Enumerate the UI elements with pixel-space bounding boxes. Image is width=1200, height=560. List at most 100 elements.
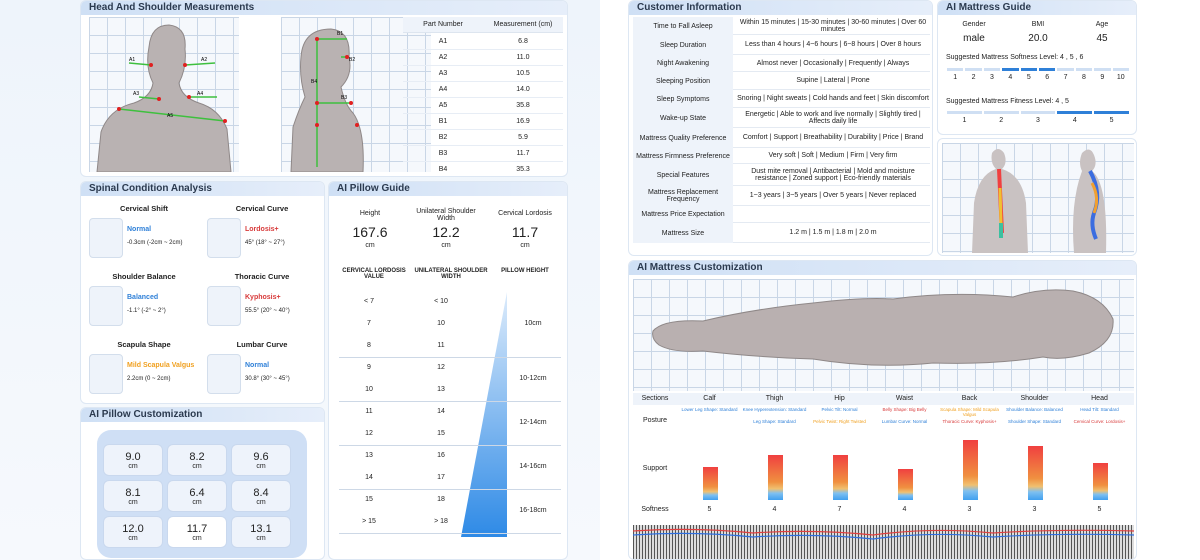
panel-title: Customer Information [629,1,932,15]
height-value: 167.6 [352,224,388,240]
measurement-value: 11.0 [516,54,530,61]
posture-note: Leg Shape: Standard [753,419,796,424]
part-number: A1 [438,38,448,45]
customer-field-options [737,206,929,223]
spine-thumbnail-icon [207,286,241,326]
posture-note: Knee Hyperextension: Standard [742,407,807,412]
th-height: PILLOW HEIGHT [501,268,549,274]
width-label: Unilateral Shoulder Width [416,208,476,222]
pillow-zone: 13.1 cm [231,516,291,548]
pillow-zone-unit: cm [128,535,138,542]
shoulder-width-value: 16 [437,452,445,459]
customer-field-label: Sleeping Position [633,72,733,90]
spinal-item: Lumbar Curve Normal 30.8° (30° ~ 45°) [203,336,321,402]
measurement-value: 10.5 [516,70,530,77]
shoulder-width-value: 11 [437,342,445,349]
softness-value: 5 [1097,506,1102,513]
spinal-item-value: -1.1° (-2° ~ 2°) [127,308,166,314]
scale-segment [1039,68,1056,71]
customer-field-label: Special Features [633,164,733,186]
shoulder-width-value: 17 [437,474,445,481]
spine-scan-grid [942,143,1134,253]
customer-panel: Customer Information Time to Fall Asleep… [628,0,933,256]
spinal-item-title: Scapula Shape [117,340,171,349]
spine-thumbnail-icon [207,354,241,394]
customer-field-options: Very soft | Soft | Medium | Firm | Very … [768,152,898,160]
pillow-group: < 7 < 10 7 10 8 11 10cm [339,292,561,358]
scale-segment [1002,68,1019,71]
customer-field-options: Almost never | Occasionally | Frequently… [756,59,910,67]
pillow-height-value: 16-18cm [519,507,547,514]
scale-segment [1094,68,1111,71]
scale-segment [1057,68,1074,71]
pillow-zone-unit: cm [128,499,138,506]
posture-note: Lower Leg Shape: Standard [681,407,738,412]
scale-segment [1057,111,1093,114]
spinal-item: Cervical Shift Normal -0.3cm (-2cm ~ 2cm) [85,200,203,266]
height-label: Height [359,210,381,217]
panel-title: AI Pillow Guide [329,182,567,196]
section-name: Head [1091,395,1108,402]
col-measurement: Measurement (cm) [493,21,553,28]
section-name: Calf [703,395,716,402]
customer-field-options: Snoring | Night sweats | Cold hands and … [737,95,929,103]
customer-row: Sleeping Position Supine | Lateral | Pron… [633,72,930,90]
age-label: Age [1095,21,1109,28]
lordosis-value: 12 [365,430,373,437]
spinal-item-value: 2.2cm (0 ~ 2cm) [127,376,171,382]
part-number: A2 [438,54,448,61]
section-name: Back [961,395,978,402]
mattress-guide-panel: AI Mattress Guide Gender male BMI 20.0 A… [937,0,1137,135]
scale-segment [983,68,1001,71]
spinal-item-status: Normal [245,362,270,369]
part-number: A3 [438,70,448,77]
customer-field-options: Less than 4 hours | 4~6 hours | 6~8 hour… [745,41,921,49]
pillow-custom-panel: AI Pillow Customization 9.0 cm 8.2 cm 9.6 cm 8… [80,407,325,560]
sections-header-row [633,393,1134,405]
pillow-zone-value: 8.4 [253,487,269,499]
spinal-item: Cervical Curve Lordosis+ 45° (18° ~ 27°) [203,200,321,266]
support-bar [1027,446,1043,500]
spinal-item-title: Cervical Shift [120,204,168,213]
row-label: Softness [641,506,669,513]
spinal-item-title: Lumbar Curve [236,340,288,349]
scale-tick: 1 [962,117,967,124]
scale-tick: 4 [1008,74,1013,81]
posture-note: Shoulder Balance: Balanced [1006,407,1063,412]
scale-tick: 9 [1100,74,1105,81]
svg-text:A1: A1 [129,57,135,63]
head-shoulder-panel: Head And Shoulder Measurements A1 A2 A3 … [80,0,568,177]
customer-row: Mattress Size 1.2 m | 1.5 m | 1.8 m | 2.0… [633,223,930,243]
spine-thumbnail-icon [207,218,241,258]
scale-tick: 8 [1082,74,1086,81]
lordosis-unit: cm [520,242,530,249]
scale-tick: 3 [1036,117,1040,124]
scale-segment [1094,111,1129,114]
pillow-zone-unit: cm [256,535,266,542]
scale-tick: 2 [999,117,1004,124]
shoulder-width-value: 18 [437,496,445,503]
spinal-item-title: Cervical Curve [235,204,289,213]
pillow-group: 13 16 14 17 14-16cm [339,446,561,490]
pillow-zone-value: 12.0 [122,523,144,535]
row-label: Support [642,465,668,472]
height-wedge [461,292,507,537]
part-number: B2 [438,134,448,141]
width-value: 12.2 [432,224,460,240]
scale-segment [965,68,982,71]
section-name: Shoulder [1020,395,1049,402]
pillow-zone: 8.2 cm [167,444,227,476]
lordosis-label: Cervical Lordosis [498,210,552,217]
customer-field-options: Supine | Lateral | Prone [796,77,870,85]
svg-text:A4: A4 [197,91,203,97]
front-body-scan: A1 A2 A3 A4 A5 [96,24,232,173]
pillow-zone: 9.0 cm [103,444,163,476]
scale-segment [947,111,982,114]
pillow-zone-unit: cm [256,463,266,470]
support-bar [962,440,978,500]
svg-text:B2: B2 [349,57,355,63]
section-name: Hip [834,395,845,402]
customer-field-label: Mattress Firmness Preference [633,148,733,164]
svg-text:B3: B3 [341,95,347,101]
customer-field-label: Mattress Size [633,223,733,243]
